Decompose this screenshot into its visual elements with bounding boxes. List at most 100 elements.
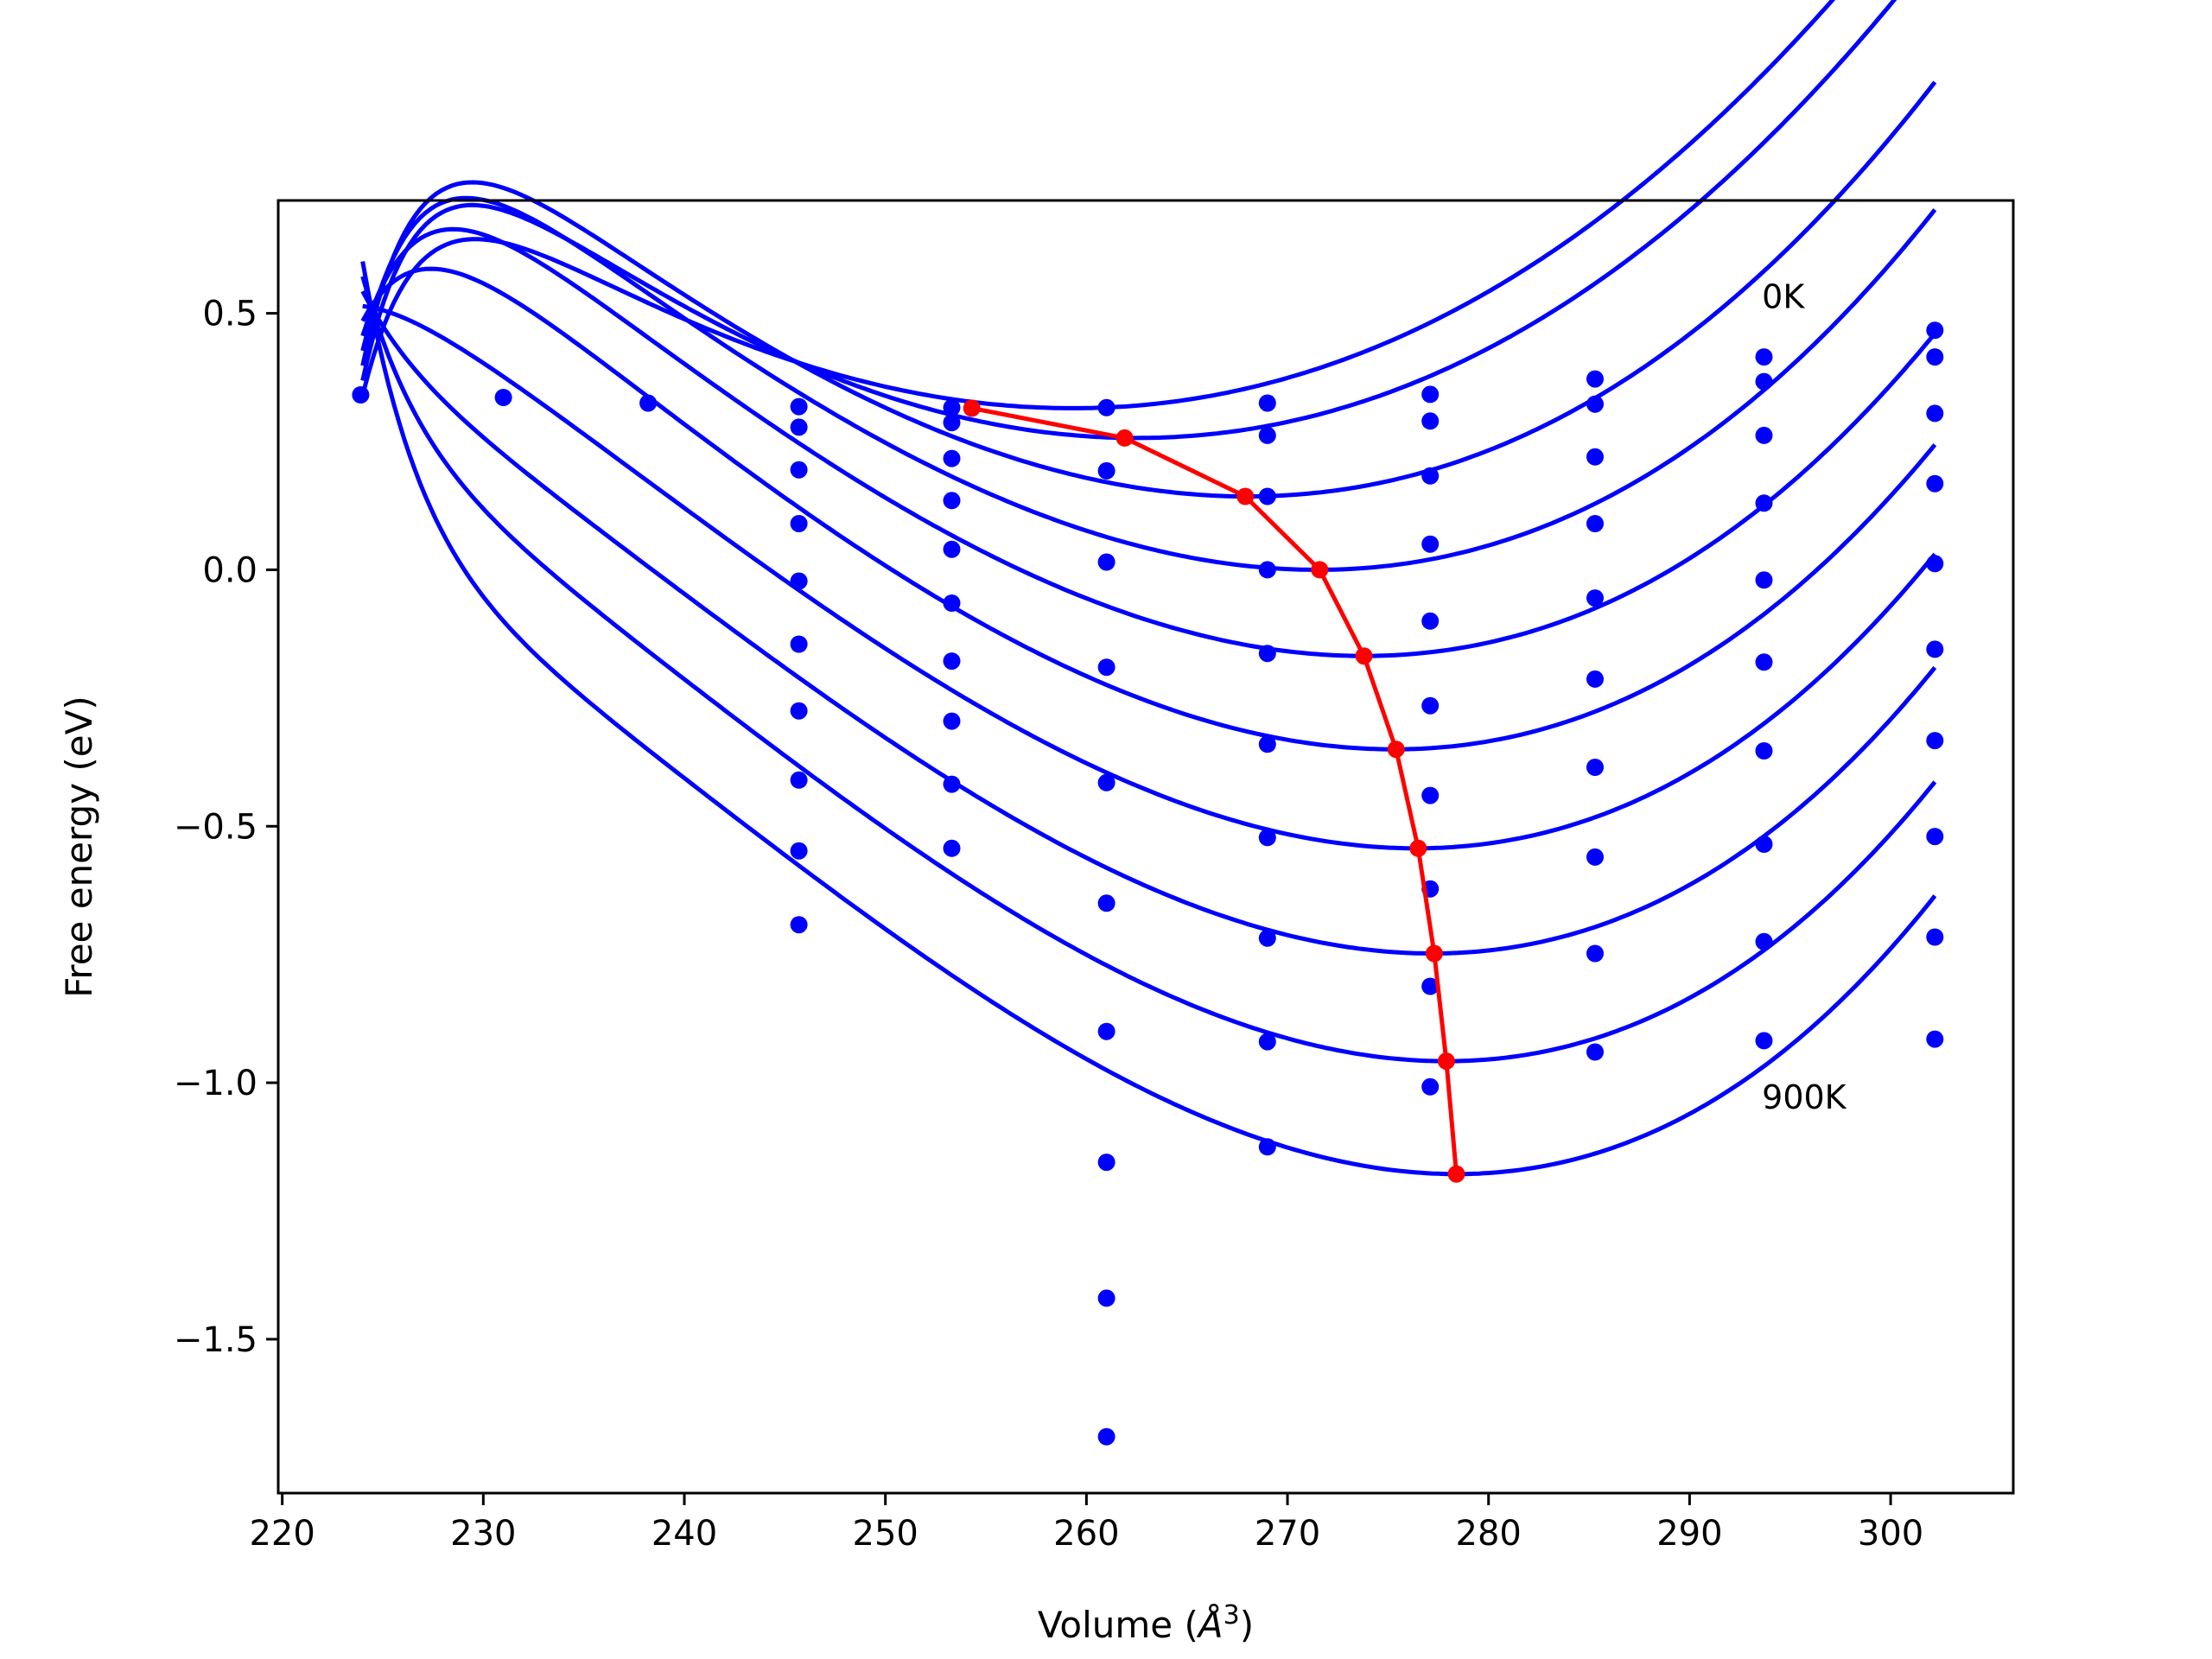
y-tick-label: −0.5 — [174, 807, 257, 847]
data-point — [943, 449, 961, 467]
data-point — [1755, 348, 1773, 366]
data-point — [943, 839, 961, 857]
isotherm-curve-9 — [360, 261, 1937, 1177]
data-point — [1421, 786, 1440, 804]
data-point — [1097, 773, 1116, 791]
equilibrium-volume-path — [963, 399, 1465, 1183]
data-point — [790, 916, 808, 934]
data-point — [790, 572, 808, 590]
data-point — [1755, 372, 1773, 391]
data-point — [1258, 394, 1276, 412]
data-point — [790, 702, 808, 720]
x-tick-label: 220 — [249, 1514, 315, 1554]
isotherm-curve-1 — [360, 0, 1897, 441]
temperature-annotations: 0K 900K — [1762, 278, 1847, 1116]
data-point — [1097, 658, 1116, 677]
data-point — [1258, 829, 1276, 847]
y-tick-label: 0.0 — [202, 550, 257, 590]
data-point — [1586, 370, 1604, 388]
isotherm-curve-3 — [360, 195, 1937, 572]
data-point — [1258, 487, 1276, 505]
data-point — [1421, 977, 1440, 995]
data-point — [1097, 398, 1116, 416]
data-point — [943, 712, 961, 730]
data-point — [1258, 1033, 1276, 1051]
data-point — [943, 540, 961, 558]
data-point — [790, 515, 808, 532]
data-point — [1755, 836, 1773, 853]
data-point — [494, 389, 512, 406]
data-point — [1926, 828, 1944, 846]
data-point — [639, 394, 658, 412]
isotherm-curve-2 — [360, 80, 1937, 499]
data-point — [1258, 1138, 1276, 1156]
isotherm-curve-4 — [360, 226, 1937, 658]
data-point — [1926, 404, 1944, 423]
data-point — [1421, 412, 1440, 430]
data-point — [790, 771, 808, 789]
data-point — [1421, 535, 1440, 553]
isotherm-data-points — [352, 321, 1944, 1446]
x-axis-ticks: 220 230 240 250 260 270 280 290 300 — [249, 1493, 1923, 1554]
x-tick-label: 280 — [1456, 1514, 1522, 1554]
data-point — [1926, 321, 1944, 340]
x-tick-label: 260 — [1053, 1514, 1119, 1554]
x-tick-label: 240 — [652, 1514, 717, 1554]
x-axis-title: Volume (Å3) — [1038, 1600, 1254, 1646]
data-point — [943, 775, 961, 793]
data-point — [1926, 474, 1944, 493]
equilibrium-point — [1425, 944, 1443, 963]
annotation-900k: 900K — [1762, 1078, 1847, 1116]
isotherm-fit-curves — [360, 0, 1937, 1177]
data-point — [943, 492, 961, 510]
data-point — [352, 386, 370, 404]
data-point — [1926, 1030, 1944, 1048]
equilibrium-point — [1387, 741, 1405, 759]
equilibrium-point — [1409, 839, 1427, 857]
isotherm-curve-8 — [360, 276, 1937, 1064]
x-tick-label: 290 — [1656, 1514, 1722, 1554]
y-axis-title: Free energy (eV) — [58, 696, 100, 998]
data-point — [1258, 645, 1276, 663]
equilibrium-point — [1116, 429, 1134, 447]
data-point — [1421, 696, 1440, 715]
data-point — [1755, 426, 1773, 444]
data-point — [943, 652, 961, 671]
data-point — [1926, 555, 1944, 573]
equilibrium-point — [1236, 487, 1255, 505]
data-point — [1586, 395, 1604, 413]
data-point — [1097, 1154, 1116, 1172]
data-point — [1755, 1032, 1773, 1050]
equilibrium-path-line — [971, 405, 1459, 1174]
data-point — [1586, 759, 1604, 776]
data-point — [790, 397, 808, 416]
isotherm-curve-5 — [360, 266, 1937, 752]
data-point — [1755, 742, 1773, 760]
data-point — [790, 461, 808, 479]
x-tick-label: 270 — [1255, 1514, 1320, 1554]
data-point — [1586, 1043, 1604, 1061]
data-point — [1926, 348, 1944, 366]
data-point — [1586, 670, 1604, 688]
isotherm-curve-6 — [362, 303, 1937, 851]
data-point — [1755, 571, 1773, 589]
data-point — [1097, 553, 1116, 571]
data-point — [1586, 848, 1604, 866]
data-point — [1258, 426, 1276, 444]
data-point — [1926, 640, 1944, 658]
data-point — [1586, 448, 1604, 466]
data-point — [1421, 612, 1440, 630]
equilibrium-point — [963, 399, 981, 417]
isotherm-curve-7 — [360, 289, 1937, 956]
data-point — [1755, 494, 1773, 512]
equilibrium-point — [1311, 561, 1329, 579]
data-point — [1421, 1077, 1440, 1096]
data-point — [1586, 515, 1604, 532]
equilibrium-point — [1437, 1052, 1455, 1071]
data-point — [1586, 589, 1604, 607]
x-tick-label: 300 — [1858, 1514, 1923, 1554]
data-point — [1097, 1427, 1116, 1446]
data-point — [943, 414, 961, 432]
data-point — [1926, 732, 1944, 750]
